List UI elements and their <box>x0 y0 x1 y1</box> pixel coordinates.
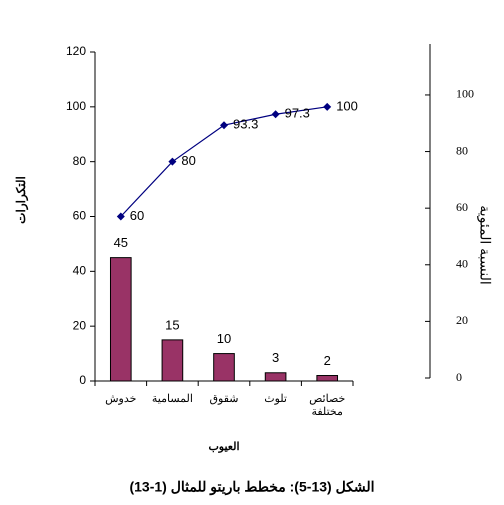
x-axis-title: العيوب <box>208 441 239 453</box>
bar <box>264 372 287 382</box>
x-tick-label: خدوش <box>105 393 137 405</box>
line-marker <box>220 121 228 130</box>
x-tick-label: خصائص مختلفة <box>309 393 346 418</box>
x-tick-label-box: تلوث <box>264 393 287 405</box>
line-label: 100 <box>336 98 358 113</box>
y2-axis-title: النسبة المئوية <box>476 205 493 285</box>
line-marker <box>168 157 177 166</box>
bar <box>161 339 184 382</box>
line-label: 60 <box>130 208 144 223</box>
bar-label: 2 <box>324 353 331 368</box>
line-label: 80 <box>181 153 195 168</box>
y-tick-label: 0 <box>79 373 86 387</box>
y-tick-label: 80 <box>73 154 87 168</box>
y-tick-label: 20 <box>73 318 87 332</box>
bar <box>109 257 132 382</box>
bar-label: 15 <box>165 317 179 332</box>
y-tick-label: 60 <box>73 209 87 223</box>
y-axis-title: التكرارات <box>14 176 29 224</box>
bar-label: 10 <box>217 331 231 346</box>
y2-tick-label: 80 <box>456 143 468 157</box>
x-tick-label: المسامية <box>151 393 193 405</box>
x-tick-label-box: خدوش <box>105 393 137 405</box>
line-marker <box>116 212 125 221</box>
x-tick-label: شقوق <box>209 393 239 405</box>
y2-tick-label: 20 <box>456 313 468 327</box>
caption: الشكل (13-5): مخطط باريتو للمثال (1-13) <box>129 479 374 496</box>
x-tick-label-box: شقوق <box>209 393 239 405</box>
x-tick-label-box: خصائص مختلفة <box>309 393 346 418</box>
y2-tick-label: 100 <box>456 87 474 101</box>
line-label: 97.3 <box>285 106 310 121</box>
line-marker <box>271 110 280 119</box>
bar-label: 45 <box>114 235 128 250</box>
bar-label: 3 <box>272 350 279 365</box>
x-tick-label-box: المسامية <box>151 393 193 405</box>
y-tick-label: 40 <box>73 264 87 278</box>
x-tick-label: تلوث <box>264 393 287 405</box>
y2-tick-label: 60 <box>456 200 468 214</box>
bar <box>316 375 339 382</box>
bar <box>213 353 235 382</box>
line-label: 93.3 <box>233 117 258 132</box>
line-marker <box>323 102 332 111</box>
y-tick-label: 100 <box>66 99 86 113</box>
y2-tick-label: 40 <box>456 257 468 271</box>
y2-tick-label: 0 <box>456 370 462 384</box>
y-tick-label: 120 <box>66 44 86 58</box>
